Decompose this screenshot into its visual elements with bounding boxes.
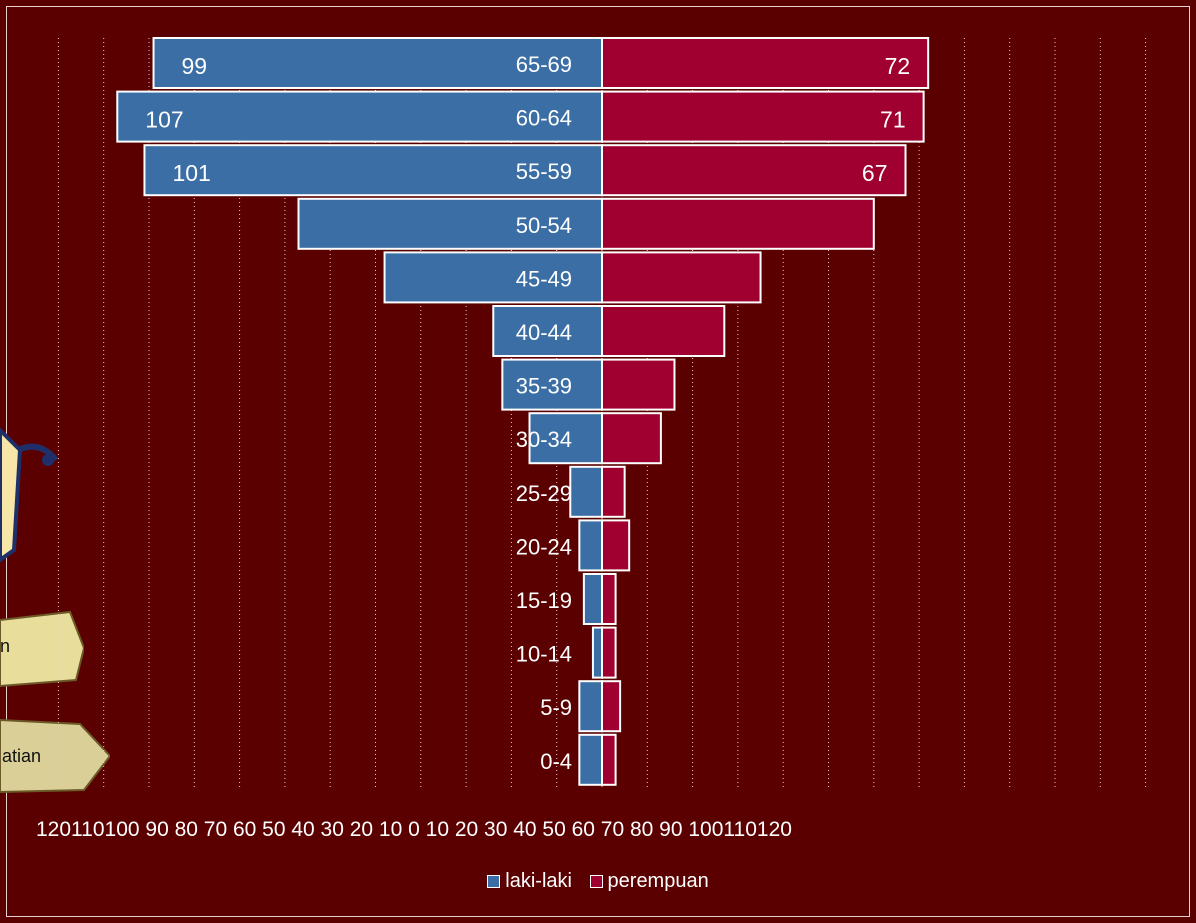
- legend-label: perempuan: [607, 870, 709, 892]
- bar-perempuan: [601, 733, 617, 786]
- legend-swatch-laki-laki: [487, 875, 501, 888]
- bar-perempuan: [601, 626, 617, 679]
- legend-item-laki-laki: laki-laki: [487, 870, 572, 893]
- category-label: 20-24: [516, 534, 572, 559]
- legend: laki-laki perempuan: [0, 870, 1196, 894]
- bar-perempuan: [601, 680, 622, 733]
- category-label: 0-4: [540, 749, 572, 774]
- category-label: 15-19: [516, 588, 572, 613]
- bar-laki-laki: [578, 733, 603, 786]
- bar-laki-laki: [501, 358, 603, 411]
- data-label-perempuan: 71: [880, 107, 906, 133]
- category-label: 25-29: [516, 481, 572, 506]
- signpost-board-icon: n: [0, 608, 86, 690]
- bar-perempuan: [601, 305, 726, 357]
- category-label: 40-44: [516, 320, 572, 345]
- bar-laki-laki: [116, 90, 603, 143]
- legend-label: laki-laki: [505, 870, 572, 892]
- bar-laki-laki: [591, 626, 604, 679]
- x-axis-tick-labels: 120110100 90 80 70 60 50 40 30 20 10 0 1…: [0, 818, 1196, 848]
- category-label: 60-64: [516, 106, 572, 131]
- bar-perempuan: [601, 197, 875, 250]
- lamp-decoration-icon: [0, 420, 59, 570]
- data-label-laki-laki: 107: [145, 107, 183, 133]
- data-label-laki-laki: 101: [172, 160, 210, 186]
- category-label: 35-39: [516, 374, 572, 399]
- signpost-board-icon: atian: [0, 712, 112, 796]
- category-label: 10-14: [516, 642, 572, 667]
- category-label: 30-34: [516, 427, 572, 452]
- bar-perempuan: [601, 358, 676, 411]
- signpost-text: atian: [2, 746, 42, 766]
- bar-perempuan: [601, 465, 626, 518]
- bar-perempuan: [601, 251, 762, 304]
- signpost-text: n: [0, 636, 11, 656]
- data-label-perempuan: 67: [862, 160, 888, 186]
- data-label-laki-laki: 99: [182, 53, 208, 79]
- x-axis-tick-text: 120110100 90 80 70 60 50 40 30 20 10 0 1…: [36, 818, 792, 841]
- bar-perempuan: [601, 90, 925, 143]
- bar-laki-laki: [383, 251, 603, 304]
- bar-laki-laki: [582, 573, 604, 625]
- bar-perempuan: [601, 37, 930, 89]
- category-label: 55-59: [516, 159, 572, 184]
- bar-laki-laki: [578, 519, 603, 572]
- bar-laki-laki: [528, 412, 604, 465]
- category-label: 45-49: [516, 266, 572, 291]
- category-label: 65-69: [516, 52, 572, 77]
- bar-perempuan: [601, 144, 907, 197]
- legend-swatch-perempuan: [589, 875, 603, 888]
- category-label: 50-54: [516, 213, 572, 238]
- category-label: 5-9: [540, 695, 572, 720]
- bar-perempuan: [601, 519, 631, 572]
- bar-laki-laki: [578, 680, 603, 733]
- legend-item-perempuan: perempuan: [589, 870, 709, 893]
- data-label-perempuan: 72: [885, 53, 911, 79]
- bar-perempuan: [601, 412, 662, 465]
- bar-perempuan: [601, 573, 617, 625]
- bar-laki-laki: [569, 465, 603, 518]
- bar-laki-laki: [492, 305, 603, 357]
